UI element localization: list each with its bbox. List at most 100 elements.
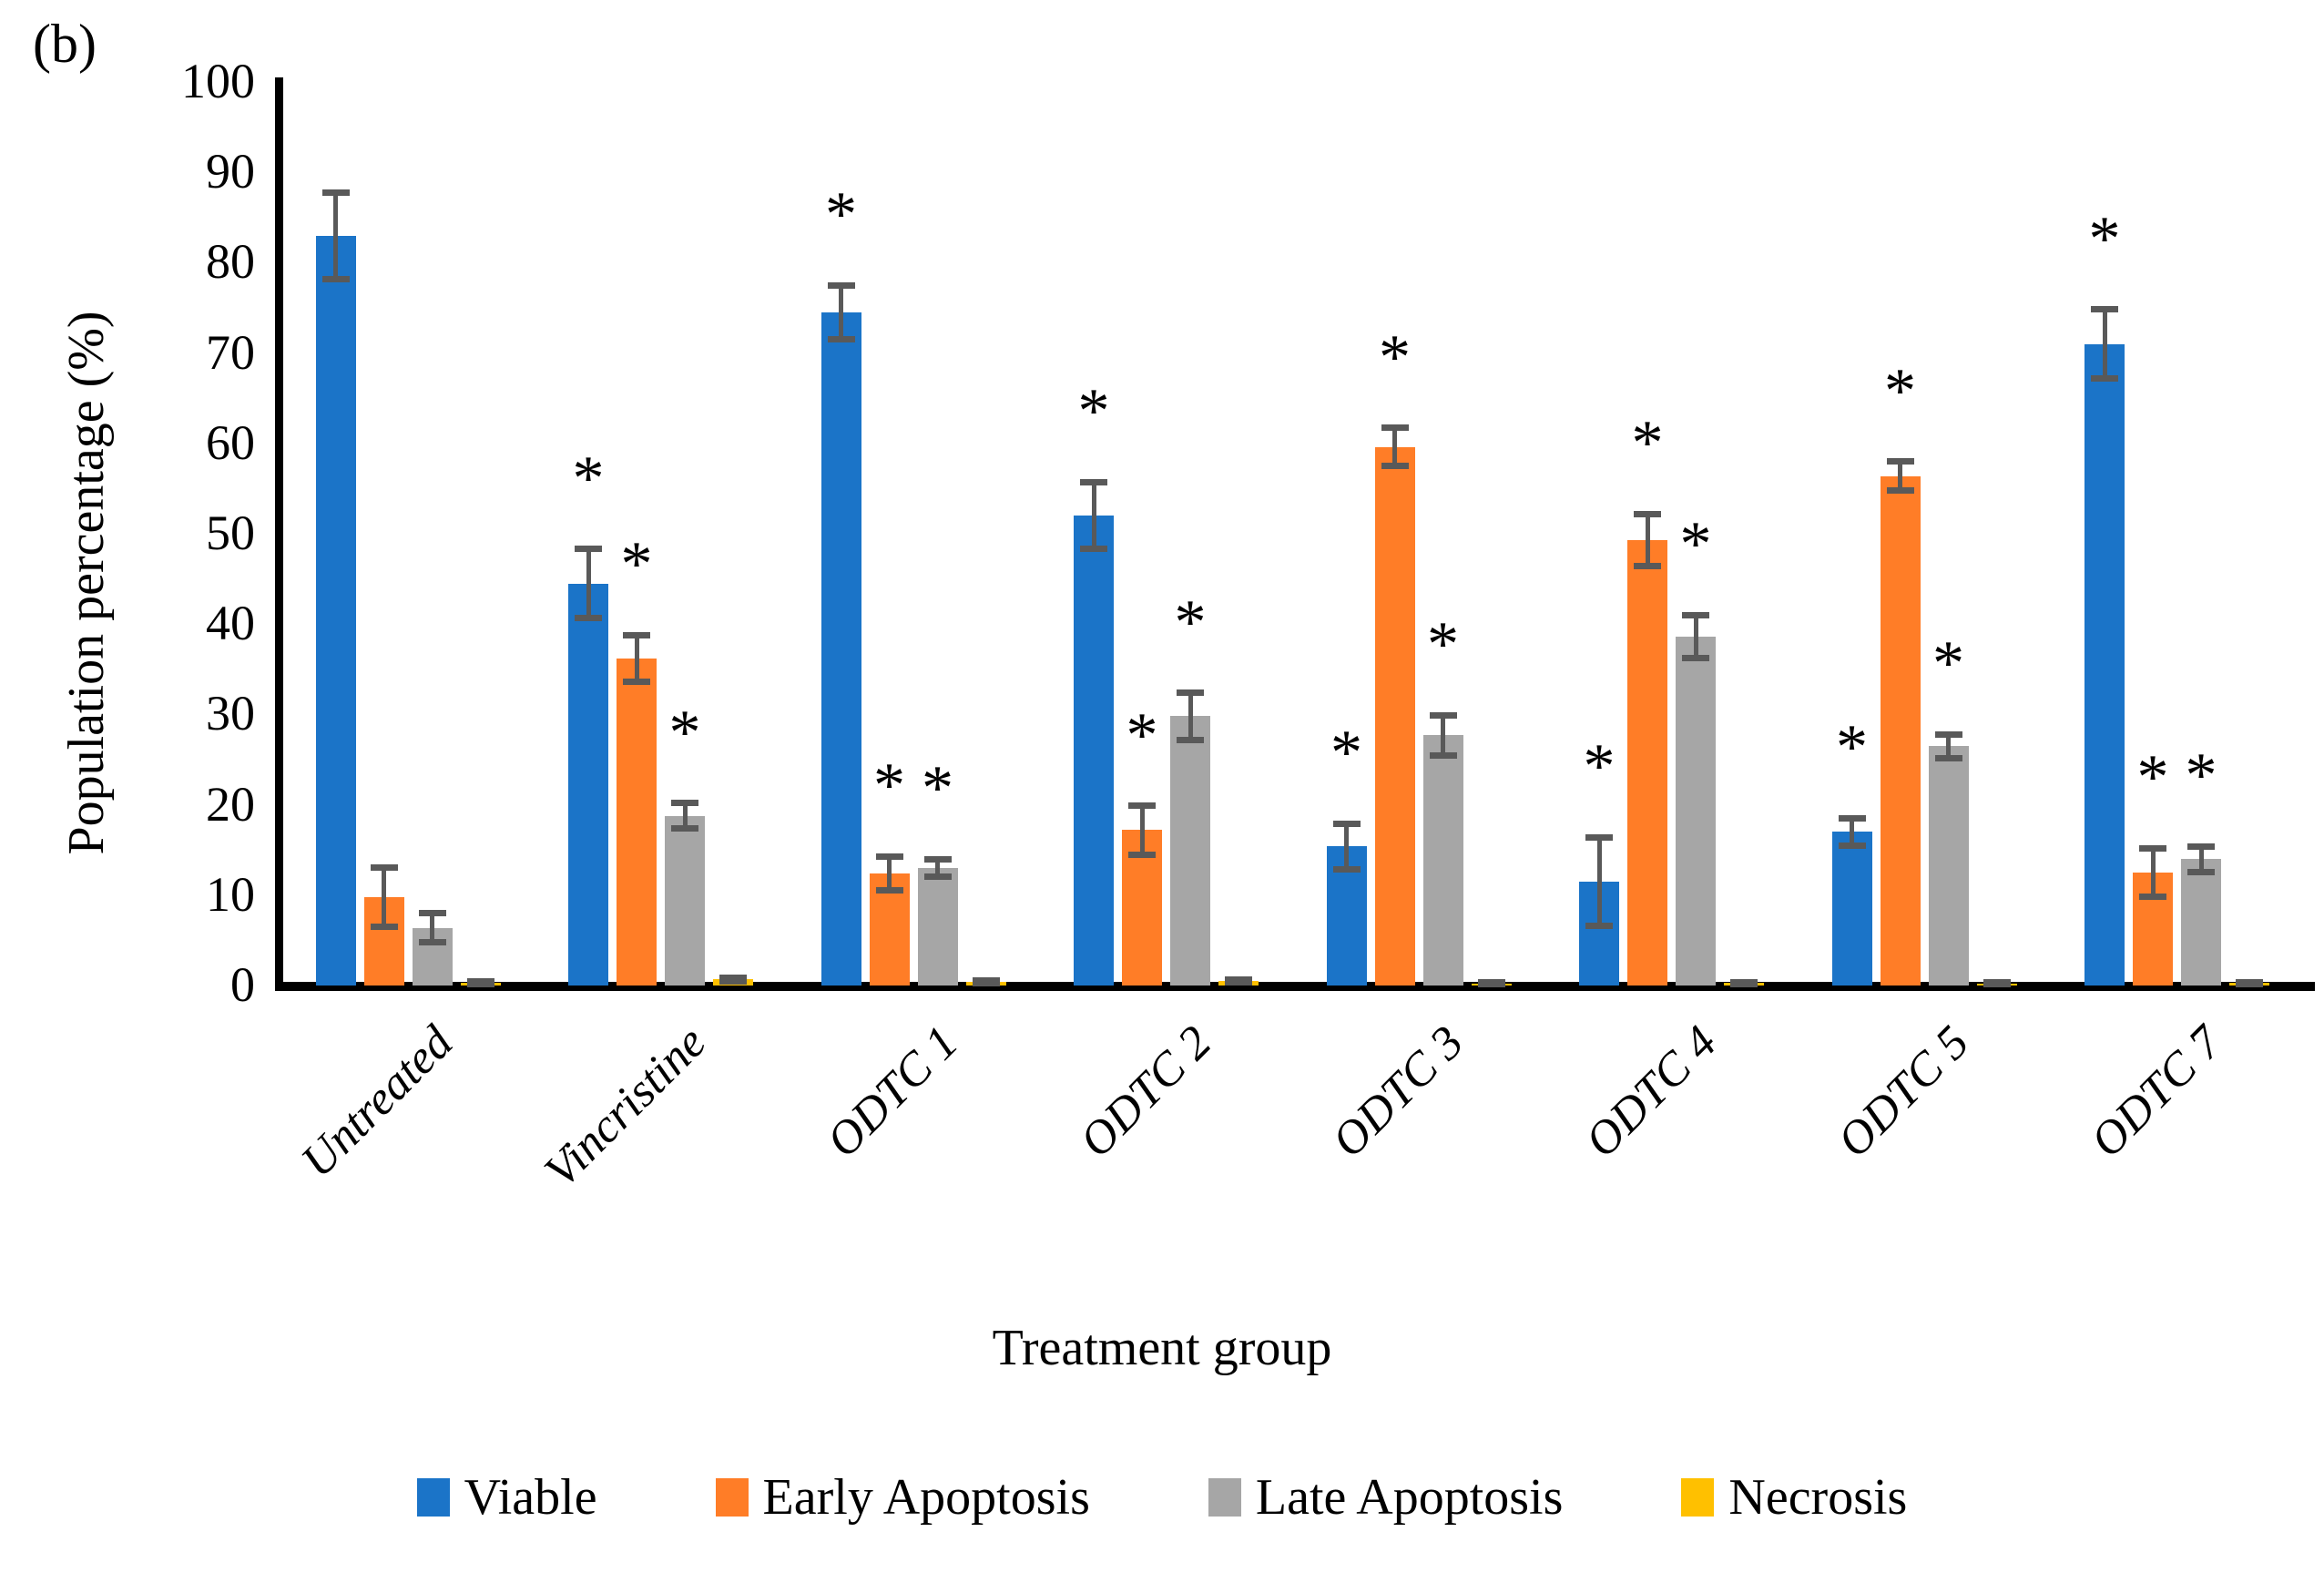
bar-early-apoptosis-vincristine [617,658,657,986]
error-bar-late-apoptosis-odtc-3 [1441,715,1445,756]
significance-marker-viable-vincristine: * [572,443,605,514]
legend-label-late-apoptosis: Late Apoptosis [1255,1469,1564,1526]
bar-early-apoptosis-odtc-3 [1374,446,1415,986]
error-cap-top-viable-odtc-2 [1080,478,1107,485]
error-bar-early-apoptosis-odtc-5 [1898,461,1902,491]
error-cap-bottom-late-apoptosis-odtc-3 [1429,751,1457,759]
y-tick-60: 60 [206,414,255,470]
bar-viable-odtc-5 [1831,832,1872,986]
error-cap-top-early-apoptosis-vincristine [623,631,650,638]
error-cap-bottom-necrosis-untreated [466,980,494,987]
error-bar-viable-odtc-3 [1344,823,1349,870]
error-cap-top-late-apoptosis-odtc-3 [1429,711,1457,719]
error-cap-bottom-early-apoptosis-odtc-4 [1634,563,1661,570]
x-label-odtc-1: ODTC 1 [817,1016,969,1168]
error-bar-late-apoptosis-vincristine [682,802,688,829]
error-cap-top-early-apoptosis-odtc-5 [1886,458,1914,465]
y-tick-50: 50 [206,505,255,560]
significance-marker-viable-odtc-5: * [1836,712,1868,783]
x-axis-title: Treatment group [992,1320,1332,1376]
error-bar-late-apoptosis-odtc-2 [1187,692,1193,740]
error-cap-top-early-apoptosis-odtc-1 [875,853,903,860]
bar-late-apoptosis-odtc-3 [1422,735,1463,986]
error-cap-bottom-early-apoptosis-odtc-7 [2139,894,2166,901]
significance-marker-late-apoptosis-vincristine: * [668,697,701,768]
bar-viable-vincristine [568,583,608,986]
legend-item-necrosis: Necrosis [1681,1468,1907,1527]
significance-marker-viable-odtc-7: * [2088,203,2121,274]
legend-item-early-apoptosis: Early Apoptosis [715,1468,1090,1527]
error-cap-top-viable-vincristine [575,546,602,553]
x-label-odtc-2: ODTC 2 [1069,1016,1221,1168]
error-cap-bottom-early-apoptosis-odtc-2 [1128,851,1156,858]
legend-item-viable: Viable [416,1468,597,1527]
bar-viable-odtc-2 [1074,516,1114,986]
error-cap-top-early-apoptosis-odtc-3 [1381,424,1409,432]
error-bar-viable-odtc-4 [1596,837,1602,926]
error-bar-early-apoptosis-odtc-7 [2150,848,2156,897]
significance-marker-late-apoptosis-odtc-4: * [1679,509,1712,580]
error-cap-bottom-early-apoptosis-odtc-5 [1886,486,1914,494]
significance-marker-early-apoptosis-odtc-7: * [2136,742,2169,813]
bar-late-apoptosis-odtc-1 [917,868,958,986]
error-cap-top-viable-odtc-5 [1838,814,1866,822]
error-cap-top-viable-odtc-1 [827,281,855,289]
error-cap-top-viable-odtc-3 [1332,820,1361,827]
legend-label-necrosis: Necrosis [1728,1469,1908,1526]
y-tick-40: 40 [206,596,255,651]
error-cap-bottom-necrosis-odtc-4 [1730,980,1758,987]
error-bar-late-apoptosis-odtc-1 [935,859,940,877]
error-cap-top-viable-odtc-7 [2091,306,2118,313]
significance-marker-late-apoptosis-odtc-1: * [922,753,953,824]
error-bar-viable-odtc-1 [839,285,843,340]
error-bar-early-apoptosis-odtc-3 [1392,427,1397,466]
legend-item-late-apoptosis: Late Apoptosis [1208,1468,1564,1527]
figure-panel-label: (b) [33,14,97,74]
error-cap-bottom-viable-odtc-1 [827,336,855,343]
error-bar-late-apoptosis-odtc-4 [1693,615,1698,659]
y-tick-0: 0 [230,956,255,1012]
legend: Viable Early Apoptosis Late Apoptosis Necro… [0,1468,2324,1527]
error-cap-bottom-late-apoptosis-odtc-1 [923,873,952,881]
significance-marker-early-apoptosis-vincristine: * [620,529,653,600]
significance-marker-late-apoptosis-odtc-7: * [2185,740,2217,812]
error-cap-top-early-apoptosis-odtc-2 [1128,802,1156,810]
error-cap-bottom-late-apoptosis-odtc-7 [2187,868,2215,875]
error-bar-late-apoptosis-odtc-7 [2198,846,2204,872]
error-cap-top-late-apoptosis-odtc-2 [1177,689,1204,697]
error-cap-bottom-late-apoptosis-untreated [418,938,446,945]
error-bar-viable-odtc-7 [2102,309,2107,379]
error-cap-top-late-apoptosis-odtc-5 [1934,730,1962,738]
error-cap-top-early-apoptosis-odtc-4 [1634,510,1661,517]
error-cap-top-late-apoptosis-vincristine [671,800,698,807]
error-cap-top-late-apoptosis-untreated [418,910,446,917]
y-tick-100: 100 [181,53,255,108]
error-cap-bottom-viable-odtc-5 [1838,842,1866,849]
y-tick-10: 10 [206,866,255,922]
bar-early-apoptosis-odtc-4 [1627,539,1667,986]
error-cap-top-late-apoptosis-odtc-7 [2187,843,2215,850]
significance-marker-viable-odtc-2: * [1077,376,1110,447]
error-bar-viable-vincristine [586,548,591,618]
error-cap-bottom-viable-untreated [321,275,350,282]
error-bar-early-apoptosis-odtc-4 [1645,514,1650,567]
error-bar-early-apoptosis-vincristine [634,635,639,682]
y-axis-title: Population percentage (%) [58,311,115,855]
error-cap-bottom-viable-odtc-7 [2091,374,2118,382]
significance-marker-early-apoptosis-odtc-5: * [1884,355,1916,426]
significance-marker-late-apoptosis-odtc-3: * [1427,609,1459,680]
error-cap-bottom-necrosis-odtc-7 [2236,980,2263,987]
error-cap-top-early-apoptosis-untreated [370,863,398,871]
error-bar-early-apoptosis-untreated [382,867,386,927]
x-label-odtc-5: ODTC 5 [1828,1016,1980,1168]
legend-swatch-necrosis [1681,1478,1715,1517]
legend-label-viable: Viable [464,1469,597,1526]
bar-late-apoptosis-odtc-2 [1170,716,1210,986]
error-cap-bottom-late-apoptosis-vincristine [671,824,698,832]
error-cap-top-late-apoptosis-odtc-1 [923,855,952,863]
bar-viable-odtc-7 [2084,343,2125,986]
legend-label-early-apoptosis: Early Apoptosis [762,1469,1090,1526]
significance-marker-viable-odtc-3: * [1330,718,1362,789]
significance-marker-early-apoptosis-odtc-3: * [1379,322,1411,393]
